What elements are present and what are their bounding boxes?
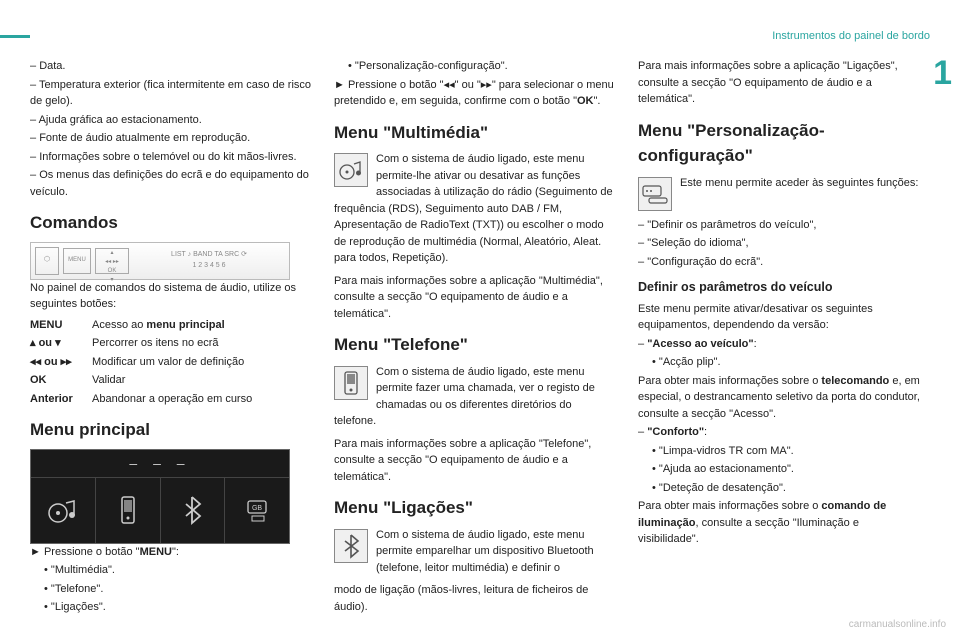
list-item: Data.	[30, 58, 312, 75]
list-item: Ajuda gráfica ao estacionamento.	[30, 112, 312, 129]
media-icon	[31, 478, 96, 543]
body-text: Para mais informações sobre a aplicação …	[638, 58, 920, 108]
body-text: Este menu permite ativar/desativar os se…	[638, 301, 920, 334]
media-section-icon	[334, 153, 368, 187]
phone-section-icon	[334, 366, 368, 400]
commands-table: MENUAcesso ao menu principal ▴ ou ▾Perco…	[30, 317, 312, 408]
list-item: "Acção plip".	[638, 354, 920, 371]
list-item: "Conforto":	[638, 424, 920, 441]
radio-panel-image: ⬡ MENU ▴◂◂ ▸▸OK▾ LIST ♪ BAND TA SRC ⟳ 1 …	[30, 242, 290, 280]
language-icon: GB	[225, 478, 289, 543]
heading-ligacoes: Menu "Ligações"	[334, 495, 616, 521]
list-item: "Acesso ao veículo":	[638, 336, 920, 353]
body-text: Para mais informações sobre a aplicação …	[334, 273, 616, 323]
heading-comandos: Comandos	[30, 210, 312, 236]
arrows-icon: ▴◂◂ ▸▸OK▾	[95, 248, 129, 274]
list-item: "Multimédia".	[30, 562, 312, 579]
body-text: Com o sistema de áudio ligado, este menu…	[334, 527, 616, 577]
bluetooth-icon	[161, 478, 226, 543]
instruction: Pressione o botão "MENU":	[30, 544, 312, 561]
body-text: Este menu permite aceder às seguintes fu…	[638, 175, 920, 192]
heading-definir: Definir os parâmetros do veículo	[638, 278, 920, 297]
power-knob-icon: ⬡	[35, 247, 59, 275]
instruction: Pressione o botão "◂◂" ou "▸▸" para sele…	[334, 77, 616, 110]
bluetooth-section-icon	[334, 529, 368, 563]
body-text: modo de ligação (mãos-livres, leitura de…	[334, 582, 616, 615]
radio-top-row: LIST ♪ BAND TA SRC ⟳	[133, 250, 285, 261]
watermark: carmanualsonline.info	[849, 617, 946, 632]
list-item: "Seleção do idioma",	[638, 235, 920, 252]
section-header: Instrumentos do painel de bordo	[772, 28, 930, 45]
menu-screen-image: – – – GB	[30, 449, 290, 544]
heading-multimedia: Menu "Multimédia"	[334, 120, 616, 146]
radio-bottom-row: 1 2 3 4 5 6	[133, 261, 285, 272]
list-item: Fonte de áudio atualmente em reprodução.	[30, 130, 312, 147]
chapter-number: 1	[933, 48, 952, 99]
list-item: "Definir os parâmetros do veículo",	[638, 217, 920, 234]
table-row: OKValidar	[30, 372, 312, 389]
list-item: "Configuração do ecrã".	[638, 254, 920, 271]
list-item: "Limpa-vidros TR com MA".	[638, 443, 920, 460]
table-row: AnteriorAbandonar a operação em curso	[30, 391, 312, 408]
config-section-icon	[638, 177, 672, 211]
table-row: ◂◂ ou ▸▸Modificar um valor de definição	[30, 354, 312, 371]
table-row: ▴ ou ▾Percorrer os itens no ecrã	[30, 335, 312, 352]
menu-button-icon: MENU	[63, 248, 91, 274]
list-item: "Telefone".	[30, 581, 312, 598]
accent-bar	[0, 35, 30, 38]
phone-icon	[96, 478, 161, 543]
list-item: "Deteção de desatenção".	[638, 480, 920, 497]
list-item: Informações sobre o telemóvel ou do kit …	[30, 149, 312, 166]
body-text: No painel de comandos do sistema de áudi…	[30, 280, 312, 313]
heading-telefone: Menu "Telefone"	[334, 332, 616, 358]
table-row: MENUAcesso ao menu principal	[30, 317, 312, 334]
content-columns: Data. Temperatura exterior (fica intermi…	[30, 58, 920, 620]
body-text: Para obter mais informações sobre o tele…	[638, 373, 920, 423]
list-item: Temperatura exterior (fica intermitente …	[30, 77, 312, 110]
body-text: Com o sistema de áudio ligado, este menu…	[334, 364, 616, 430]
list-item: "Ligações".	[30, 599, 312, 616]
list-item: "Personalização-configuração".	[334, 58, 616, 75]
body-text: Com o sistema de áudio ligado, este menu…	[334, 151, 616, 267]
list-item: "Ajuda ao estacionamento".	[638, 461, 920, 478]
svg-text:GB: GB	[252, 505, 262, 512]
list-item: Os menus das definições do ecrã e do equ…	[30, 167, 312, 200]
body-text: Para obter mais informações sobre o coma…	[638, 498, 920, 548]
body-text: Para mais informações sobre a aplicação …	[334, 436, 616, 486]
heading-menu-principal: Menu principal	[30, 417, 312, 443]
heading-personalizacao: Menu "Personalização-configuração"	[638, 118, 920, 169]
